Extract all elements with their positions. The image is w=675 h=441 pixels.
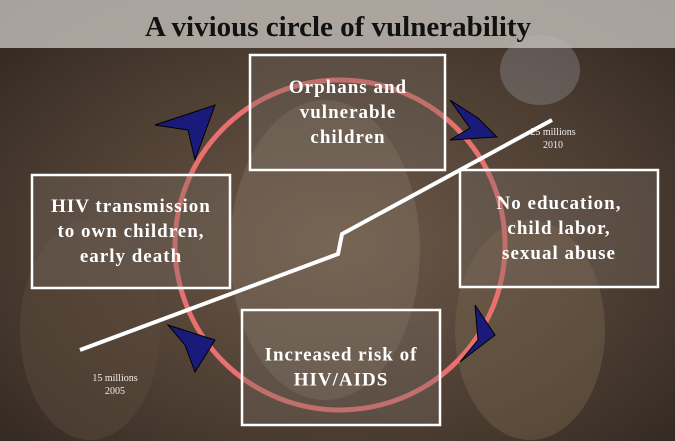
node-box [242,310,440,425]
title: A vivious circle of vulnerability [145,11,532,43]
node-label: HIV/AIDS [294,370,389,391]
node-label: to own children, [57,221,204,242]
annotation: 2005 [105,386,125,397]
node-label: vulnerable [300,102,397,123]
node-label: child labor, [507,218,610,239]
page: A vivious circle of vulnerability Orphan… [0,0,675,441]
annotation: 25 millions [530,127,575,138]
node-label: No education, [497,193,622,214]
annotation: 15 millions [92,373,137,384]
annotation: 2010 [543,140,563,151]
node-label: Increased risk of [265,345,418,366]
node-label: HIV transmission [51,196,211,217]
node-label: children [310,127,385,148]
node-label: Orphans and [289,77,407,98]
node-label: sexual abuse [502,243,616,264]
slide: A vivious circle of vulnerability Orphan… [0,0,675,441]
node-label: early death [80,246,182,267]
